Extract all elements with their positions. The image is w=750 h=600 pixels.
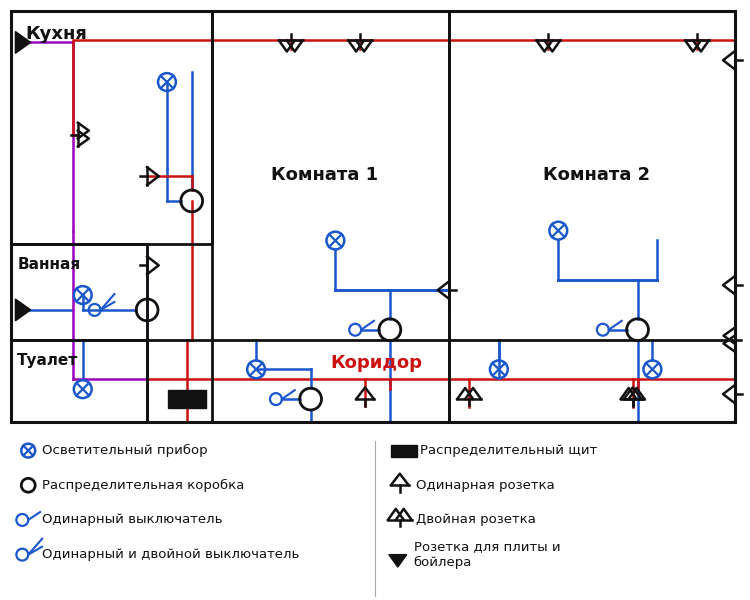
Text: Туалет: Туалет (17, 353, 79, 368)
Text: Комната 2: Комната 2 (544, 166, 650, 184)
Bar (11, 340, 147, 422)
Text: Комната 1: Комната 1 (271, 166, 378, 184)
Bar (11, 11, 211, 244)
Text: Одинарный выключатель: Одинарный выключатель (42, 514, 223, 526)
Text: Одинарный и двойной выключатель: Одинарный и двойной выключатель (42, 548, 299, 561)
Text: Ванная: Ванная (17, 257, 80, 272)
Bar (391, 445, 416, 457)
Bar (168, 390, 206, 408)
Text: Одинарная розетка: Одинарная розетка (416, 479, 554, 492)
Polygon shape (388, 554, 406, 567)
Bar (211, 11, 449, 422)
Polygon shape (15, 32, 31, 53)
Text: Двойная розетка: Двойная розетка (416, 514, 536, 526)
Text: Кухня: Кухня (26, 25, 87, 43)
Polygon shape (15, 299, 31, 321)
Text: Распределительная коробка: Распределительная коробка (42, 479, 244, 492)
Bar (147, 340, 735, 422)
Bar (11, 244, 147, 340)
Text: Розетка для плиты и
бойлера: Розетка для плиты и бойлера (414, 541, 560, 569)
Text: Коридор: Коридор (331, 355, 422, 373)
Bar (11, 11, 735, 422)
Bar (449, 11, 735, 422)
Text: Распределительный щит: Распределительный щит (419, 444, 597, 457)
Text: Осветительный прибор: Осветительный прибор (42, 444, 208, 457)
